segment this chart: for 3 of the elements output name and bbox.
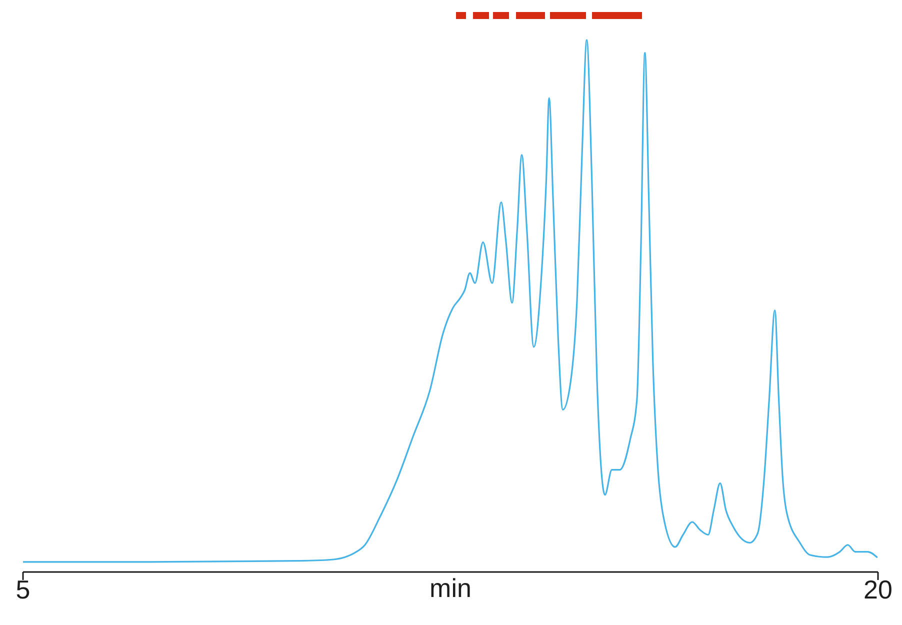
x-tick-label: 20 [864, 574, 892, 604]
x-tick-label: 5 [16, 574, 30, 604]
x-axis-title: min [430, 573, 472, 603]
